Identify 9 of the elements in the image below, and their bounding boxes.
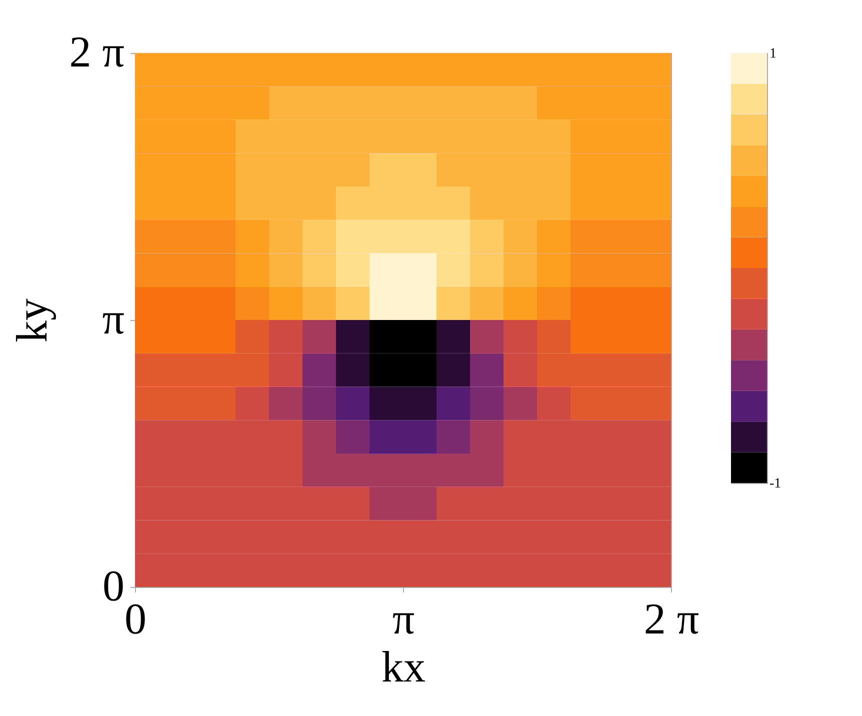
y-tick-label: 0: [102, 562, 124, 610]
y-axis-title: ky: [7, 298, 56, 342]
x-tick-label: π: [392, 594, 415, 644]
y-tick-label: π: [102, 294, 124, 344]
y-tick-label: 2 π: [69, 28, 124, 76]
x-axis-title: kx: [382, 642, 426, 692]
color-bar-label: 1: [770, 46, 776, 62]
x-tick-label: 2 π: [644, 594, 700, 644]
color-bar-label: -1: [770, 476, 782, 492]
